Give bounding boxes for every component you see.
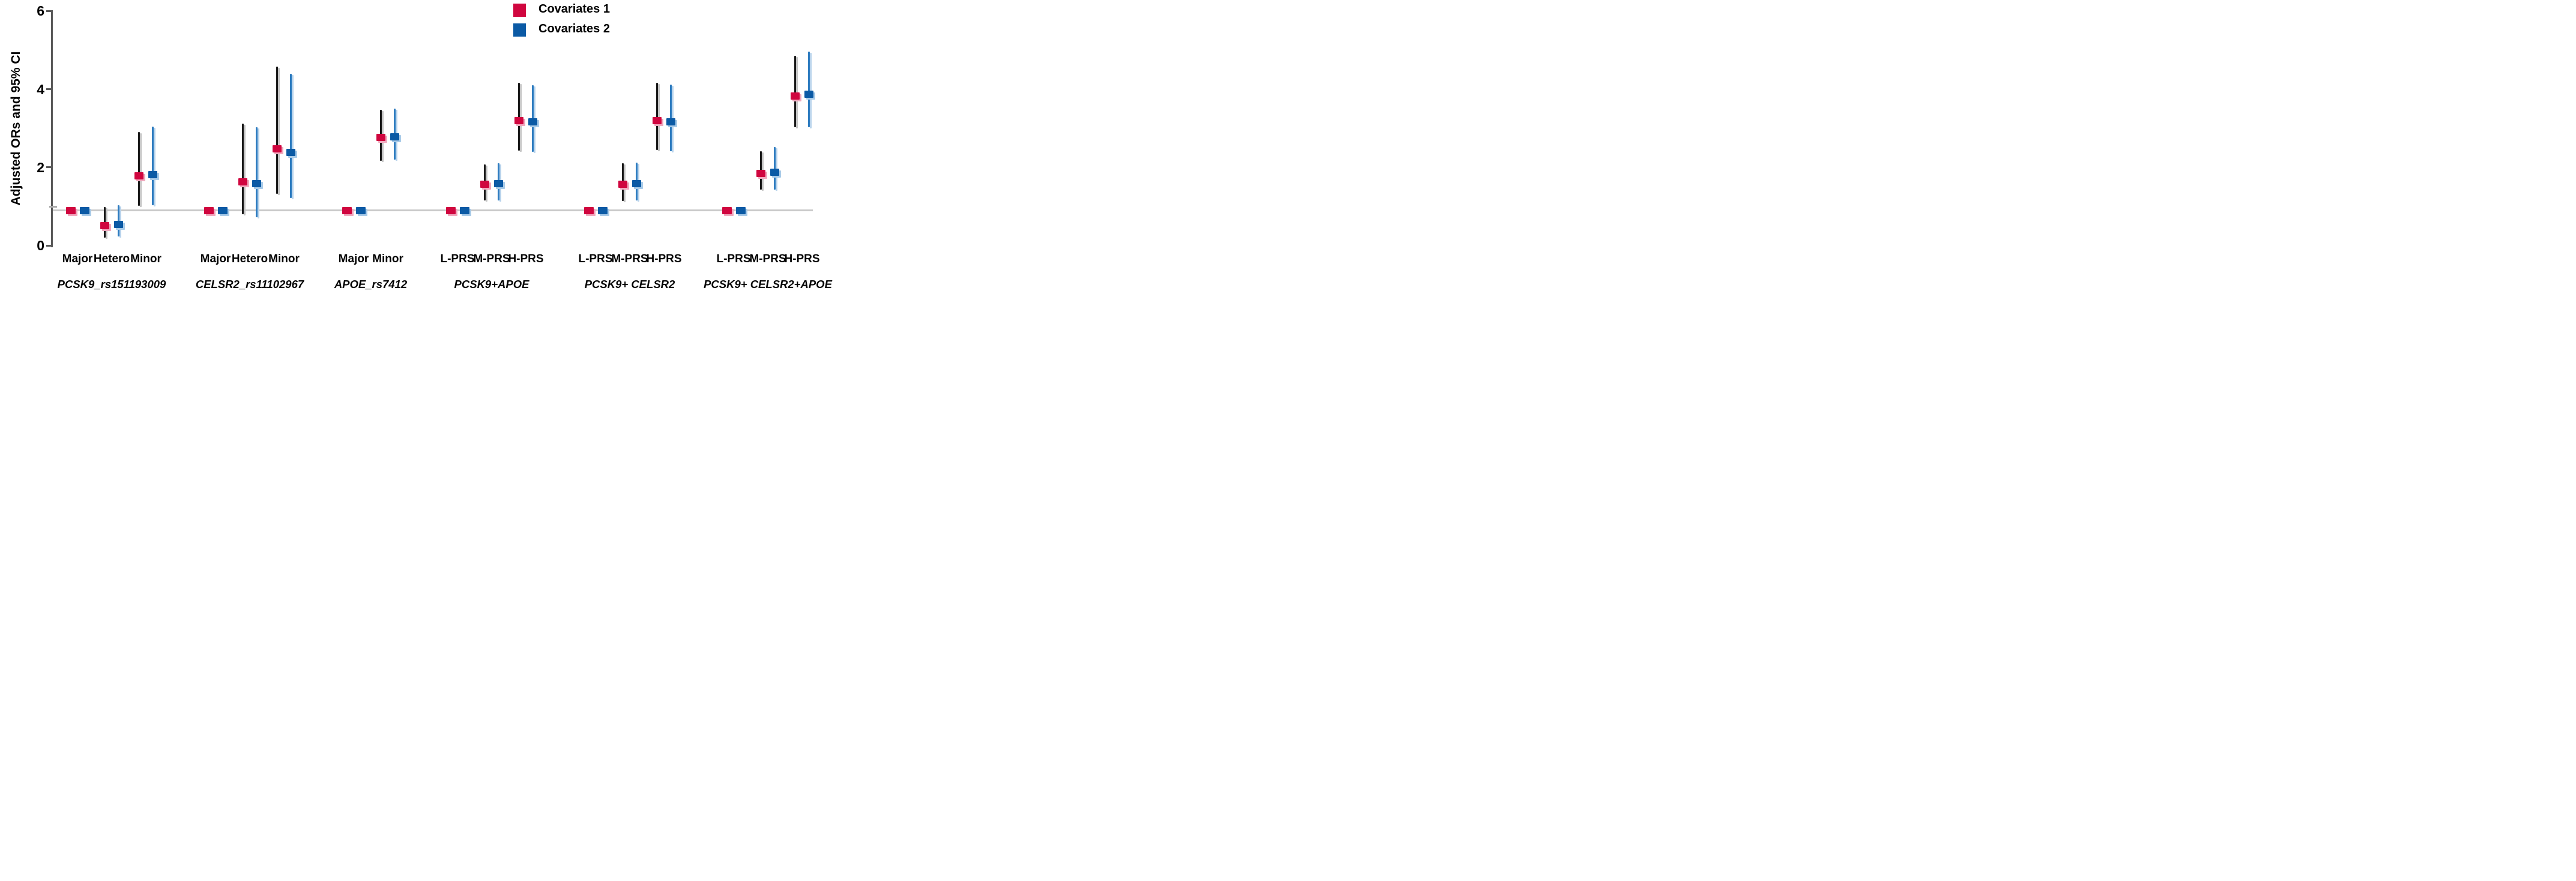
ci-line-cov1: [276, 66, 278, 194]
legend-swatch-covariates-1-icon: [513, 4, 526, 17]
category-label: Hetero: [231, 253, 268, 265]
plot-area: 0 2 4 6 Major Hetero Minor PCSK9_rs151193009 Maj…: [0, 0, 859, 293]
marker-cov1: [273, 145, 282, 153]
marker-cov1: [238, 178, 247, 186]
y-axis-tick: [46, 10, 52, 12]
marker-cov2: [252, 180, 261, 188]
y-tick-label: 4: [37, 81, 44, 97]
marker-cov1: [791, 92, 800, 100]
marker-cov2: [459, 206, 469, 214]
category-label: Minor: [268, 253, 300, 265]
group-label: PCSK9+ CELSR2: [584, 278, 675, 290]
group-label: CELSR2_rs11102967: [195, 278, 304, 290]
category-label: Minor: [372, 253, 403, 265]
marker-cov1: [134, 172, 143, 180]
y-axis-minor-tick: [49, 205, 57, 208]
category-label: L-PRS: [440, 253, 475, 265]
marker-cov1: [514, 116, 523, 124]
category-label: H-PRS: [646, 253, 682, 265]
marker-cov2: [286, 149, 295, 157]
marker-cov2: [735, 206, 746, 214]
ci-line-cov1: [242, 123, 244, 215]
marker-cov2: [770, 169, 779, 176]
ci-line-cov1: [518, 83, 520, 151]
category-label: M-PRS: [611, 253, 648, 265]
y-tick-label: 6: [37, 3, 44, 19]
marker-cov2: [114, 221, 123, 229]
marker-cov2: [528, 118, 537, 125]
marker-cov2: [632, 180, 641, 188]
marker-cov2: [79, 206, 89, 214]
category-label: Major: [62, 253, 93, 265]
category-label: Major: [200, 253, 231, 265]
y-tick-label: 0: [37, 238, 44, 254]
legend-swatch-covariates-2-icon: [513, 23, 526, 37]
legend-label-covariates-1: Covariates 1: [538, 2, 610, 16]
marker-cov2: [666, 118, 675, 125]
ci-line-cov1: [138, 132, 140, 206]
marker-cov1: [756, 169, 765, 177]
group-label: PCSK9+ CELSR2+APOE: [704, 278, 832, 290]
marker-cov1: [65, 206, 76, 214]
marker-cov2: [148, 170, 157, 178]
y-tick-label: 2: [37, 159, 44, 175]
marker-cov1: [480, 180, 489, 188]
y-axis-title: Adjusted ORs and 95% CI: [9, 51, 23, 206]
marker-cov1: [342, 206, 352, 214]
marker-cov2: [804, 91, 813, 98]
marker-cov1: [722, 206, 732, 214]
ci-line-cov2: [774, 147, 776, 190]
category-label: L-PRS: [578, 253, 613, 265]
y-axis-line: [51, 10, 53, 247]
marker-cov2: [494, 180, 503, 188]
category-label: M-PRS: [749, 253, 786, 265]
marker-cov1: [204, 206, 214, 214]
category-label: H-PRS: [508, 253, 544, 265]
ci-line-cov2: [808, 52, 810, 128]
marker-cov1: [653, 116, 662, 124]
group-label: PCSK9+APOE: [454, 278, 529, 290]
marker-cov2: [390, 133, 399, 141]
ci-line-cov1: [794, 55, 796, 128]
forest-plot-figure: Adjusted ORs and 95% CI Covariates 1 Cov…: [0, 0, 859, 293]
category-label: H-PRS: [784, 253, 820, 265]
category-label: M-PRS: [473, 253, 510, 265]
marker-cov1: [584, 206, 594, 214]
ci-line-cov2: [256, 127, 258, 217]
ci-line-cov2: [152, 126, 154, 206]
ci-line-cov2: [290, 73, 292, 198]
legend-label-covariates-2: Covariates 2: [538, 22, 610, 35]
y-axis-tick: [46, 244, 52, 247]
ci-line-cov2: [670, 84, 672, 151]
marker-cov2: [355, 206, 366, 214]
marker-cov1: [376, 133, 385, 141]
ci-line-cov1: [656, 82, 658, 150]
reference-line: [52, 209, 813, 211]
category-label: Hetero: [93, 253, 130, 265]
marker-cov1: [445, 206, 456, 214]
marker-cov2: [597, 206, 608, 214]
marker-cov1: [100, 222, 109, 230]
marker-cov2: [217, 206, 228, 214]
category-label: L-PRS: [716, 253, 751, 265]
group-label: PCSK9_rs151193009: [57, 278, 166, 290]
marker-cov1: [618, 180, 627, 188]
group-label: APOE_rs7412: [334, 278, 408, 290]
y-axis-tick: [46, 166, 52, 169]
y-axis-tick: [46, 88, 52, 91]
category-label: Minor: [130, 253, 161, 265]
category-label: Major: [338, 253, 369, 265]
